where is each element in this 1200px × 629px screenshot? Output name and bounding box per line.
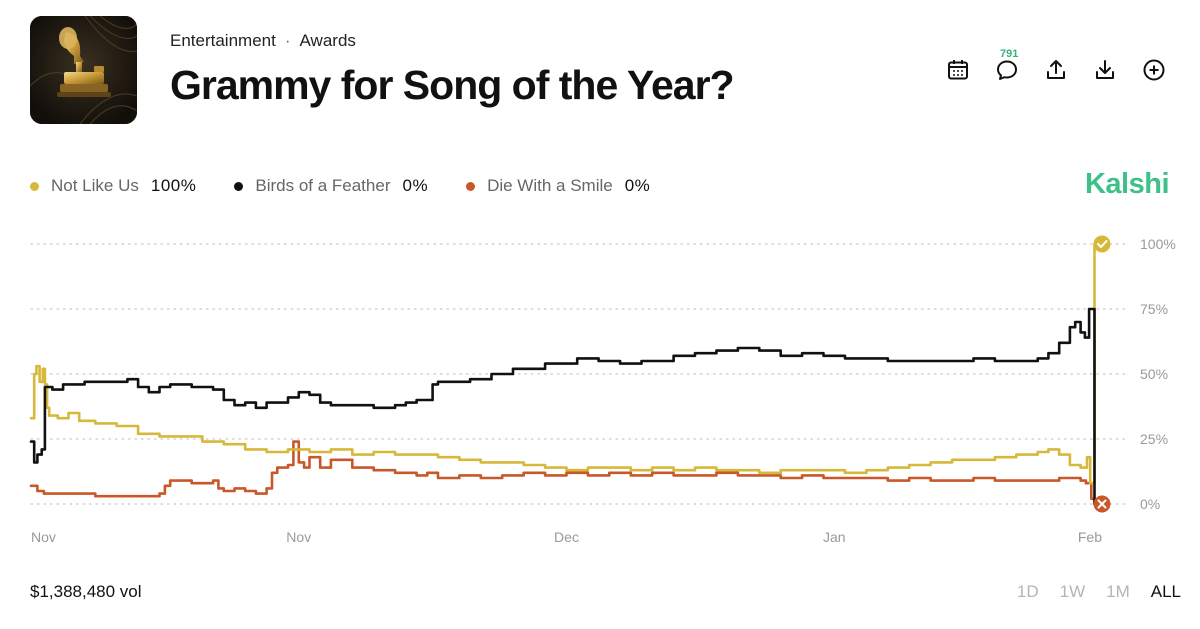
y-axis-labels: 100% 75% 50% 25% 0% <box>1140 236 1176 512</box>
toolbar: 791 <box>945 48 1168 85</box>
gramophone-icon <box>30 16 137 124</box>
close-icon <box>1093 495 1111 513</box>
calendar-button[interactable] <box>945 55 972 85</box>
series-line-not-like-us <box>29 242 1104 485</box>
x-axis-labels: Nov Nov Dec Jan Feb <box>31 529 1102 545</box>
legend-value: 0% <box>624 176 651 195</box>
x-tick-label: Dec <box>554 529 579 545</box>
download-button[interactable] <box>1092 55 1119 85</box>
legend-item-birds-of-a-feather[interactable]: Birds of a Feather 0% <box>234 176 428 196</box>
range-1w[interactable]: 1W <box>1059 582 1086 601</box>
range-1m[interactable]: 1M <box>1106 582 1130 601</box>
legend-label: Birds of a Feather <box>255 176 391 195</box>
breadcrumb: Entertainment · Awards <box>170 31 356 51</box>
kalshi-logo: Kalshi <box>1084 168 1170 200</box>
chart-legend: Not Like Us 100% Birds of a Feather 0% D… <box>30 176 688 196</box>
x-tick-label: Nov <box>31 529 56 545</box>
range-1d[interactable]: 1D <box>1016 582 1039 601</box>
series-line-birds-of-a-feather <box>29 307 1104 506</box>
legend-swatch <box>30 181 39 191</box>
volume-label: $1,388,480 vol <box>30 582 142 601</box>
y-tick-label: 100% <box>1140 236 1176 252</box>
end-markers <box>1093 235 1111 513</box>
comment-count: 791 <box>1000 48 1019 60</box>
x-tick-label: Feb <box>1078 529 1102 545</box>
market-thumbnail <box>30 16 137 124</box>
add-icon <box>1143 59 1165 81</box>
price-chart: 100% 75% 50% 25% 0% Nov Nov Dec Jan Feb <box>29 235 1176 545</box>
download-icon <box>1096 60 1114 79</box>
series-line-die-with-a-smile <box>29 440 1104 506</box>
x-tick-label: Jan <box>823 529 846 545</box>
share-button[interactable] <box>1043 55 1070 85</box>
range-selector: 1D 1W 1M ALL <box>996 582 1181 602</box>
legend-label: Not Like Us <box>51 176 139 195</box>
calendar-icon <box>948 60 968 80</box>
y-tick-label: 0% <box>1140 496 1160 512</box>
legend-value: 0% <box>402 176 429 195</box>
legend-swatch <box>466 181 476 191</box>
legend-item-not-like-us[interactable]: Not Like Us 100% <box>30 176 196 196</box>
comments-button[interactable]: 791 <box>994 48 1021 85</box>
check-icon <box>1093 235 1111 253</box>
legend-value: 100% <box>150 176 197 195</box>
page-title: Grammy for Song of the Year? <box>170 62 735 108</box>
legend-label: Die With a Smile <box>487 176 613 195</box>
x-tick-label: Nov <box>286 529 311 545</box>
chart-grid <box>30 243 1129 505</box>
add-button[interactable] <box>1141 55 1168 85</box>
legend-swatch <box>234 181 244 191</box>
y-tick-label: 25% <box>1140 431 1168 447</box>
chart-series <box>29 242 1104 506</box>
legend-item-die-with-a-smile[interactable]: Die With a Smile 0% <box>466 176 650 196</box>
breadcrumb-separator: · <box>284 31 291 50</box>
y-tick-label: 50% <box>1140 366 1168 382</box>
category-link[interactable]: Entertainment <box>170 31 276 50</box>
range-all[interactable]: ALL <box>1150 582 1181 601</box>
share-icon <box>1047 60 1065 79</box>
y-tick-label: 75% <box>1140 301 1168 317</box>
comment-icon <box>997 60 1017 80</box>
subcategory-link[interactable]: Awards <box>299 31 356 50</box>
